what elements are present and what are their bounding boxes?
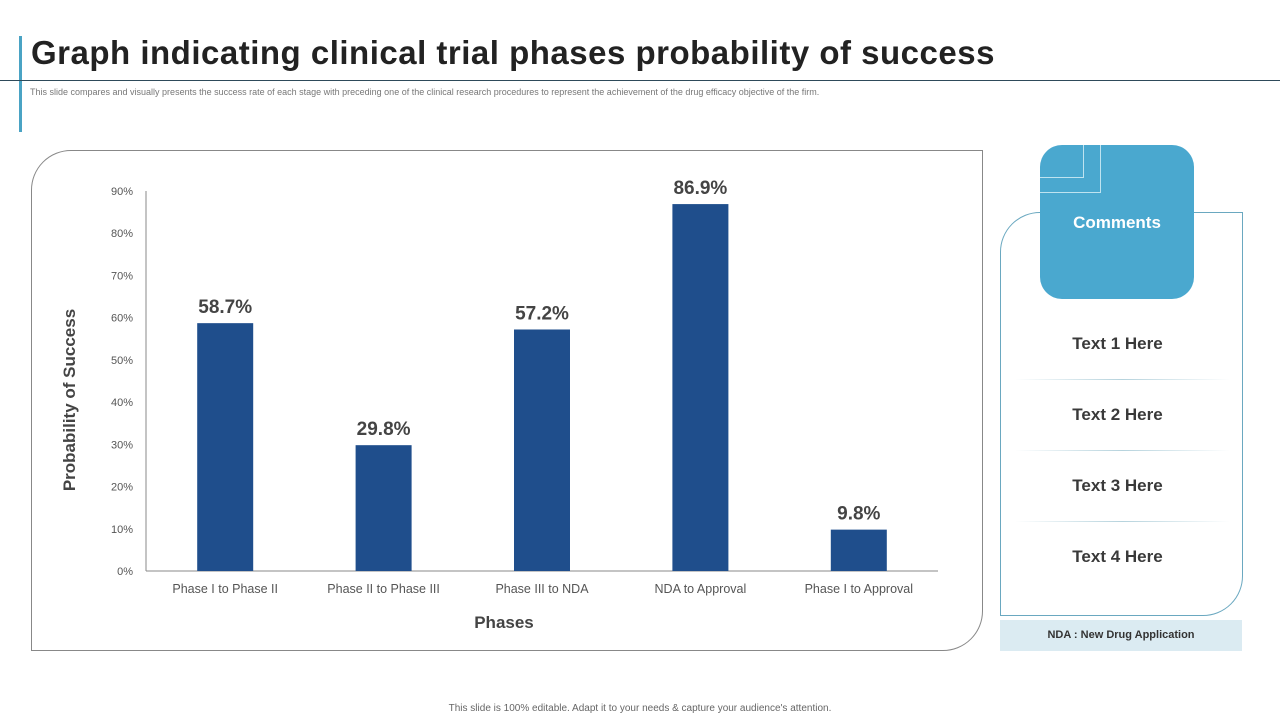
y-tick-label: 0% (117, 566, 133, 578)
y-tick-label: 10% (111, 524, 133, 536)
y-tick-label: 30% (111, 439, 133, 451)
data-label: 58.7% (198, 297, 252, 318)
y-tick-label: 80% (111, 228, 133, 240)
bar (672, 204, 729, 572)
footer-note: This slide is 100% editable. Adapt it to… (448, 703, 832, 714)
x-tick-label: Phase I to Approval (805, 582, 913, 596)
x-axis-title: Phases (474, 613, 534, 632)
y-tick-label: 70% (111, 270, 133, 282)
bar (514, 329, 570, 571)
data-label: 57.2% (515, 303, 569, 324)
bar (830, 529, 887, 571)
nda-note: NDA : New Drug Application (1000, 620, 1242, 651)
decor-square (1040, 145, 1084, 178)
comment-item: Text 1 Here (1072, 334, 1163, 353)
x-tick-label: Phase II to Phase III (327, 582, 440, 596)
comment-item: Text 4 Here (1072, 547, 1163, 566)
comment-item: Text 2 Here (1072, 405, 1163, 424)
data-label: 29.8% (357, 419, 411, 440)
y-axis-title: Probability of Success (60, 309, 79, 491)
accent-bar (19, 36, 22, 132)
y-tick-label: 90% (111, 186, 133, 198)
y-tick-label: 20% (111, 482, 133, 494)
x-tick-label: NDA to Approval (655, 582, 747, 596)
comment-item: Text 3 Here (1072, 476, 1163, 495)
bar (355, 445, 412, 571)
data-label: 86.9% (673, 178, 727, 199)
divider (1015, 379, 1230, 380)
y-tick-label: 60% (111, 313, 133, 325)
y-tick-label: 40% (111, 397, 133, 409)
x-tick-label: Phase III to NDA (495, 582, 589, 596)
bar-chart: 0% 10% 20% 30% 40% 50% 60% 70% 80% 90% 58.7% Phase … (60, 178, 938, 632)
comments-header: Comments (1040, 145, 1194, 299)
x-tick-label: Phase I to Phase II (172, 582, 278, 596)
page-subtitle: This slide compares and visually present… (30, 87, 820, 97)
page-title: Graph indicating clinical trial phases p… (31, 34, 995, 71)
decor-square (1040, 145, 1101, 193)
comments-title: Comments (1073, 213, 1161, 232)
bar (197, 323, 254, 571)
y-tick-label: 50% (111, 355, 133, 367)
divider (1015, 450, 1230, 451)
divider (1015, 521, 1230, 522)
divider (0, 80, 1280, 81)
chart-frame (31, 150, 983, 651)
data-label: 9.8% (837, 504, 880, 525)
